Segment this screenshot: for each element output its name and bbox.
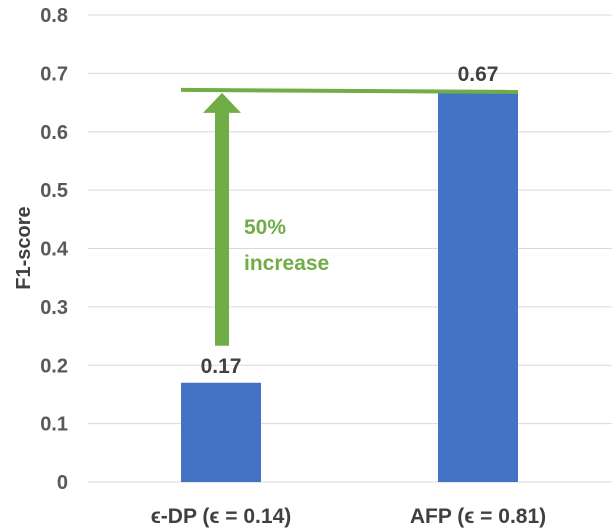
increase-annotation: 50% increase [180, 87, 519, 346]
y-tick-label: 0.4 [40, 239, 69, 261]
category-labels: ϵ-DP (ϵ = 0.14) AFP (ϵ = 0.81) [151, 505, 546, 528]
data-label: 0.17 [201, 355, 242, 378]
bar [181, 382, 261, 482]
y-tick-label: 0.2 [40, 355, 68, 377]
y-tick-label: 0.1 [40, 414, 68, 436]
bars [181, 90, 518, 482]
y-tick-label: 0.5 [40, 180, 68, 202]
reference-line [180, 87, 519, 94]
data-labels: 0.17 0.67 [201, 63, 499, 378]
category-label: AFP (ϵ = 0.81) [410, 505, 546, 528]
bar [438, 90, 518, 482]
data-label: 0.67 [458, 63, 499, 86]
y-axis-title: F1-score [13, 206, 35, 289]
y-tick-label: 0.6 [40, 122, 68, 144]
gridlines [88, 14, 612, 483]
y-tick-label: 0.7 [40, 63, 68, 85]
y-tick-label: 0 [57, 472, 68, 494]
annotation-text-line1: 50% [244, 216, 286, 239]
y-tick-label: 0.8 [40, 5, 68, 27]
annotation-text-line2: increase [244, 252, 329, 275]
y-tick-labels: 0 0.1 0.2 0.3 0.4 0.5 0.6 0.7 0.8 [40, 5, 69, 494]
category-label: ϵ-DP (ϵ = 0.14) [151, 505, 292, 528]
y-tick-label: 0.3 [40, 297, 68, 319]
increase-arrow [203, 92, 241, 346]
